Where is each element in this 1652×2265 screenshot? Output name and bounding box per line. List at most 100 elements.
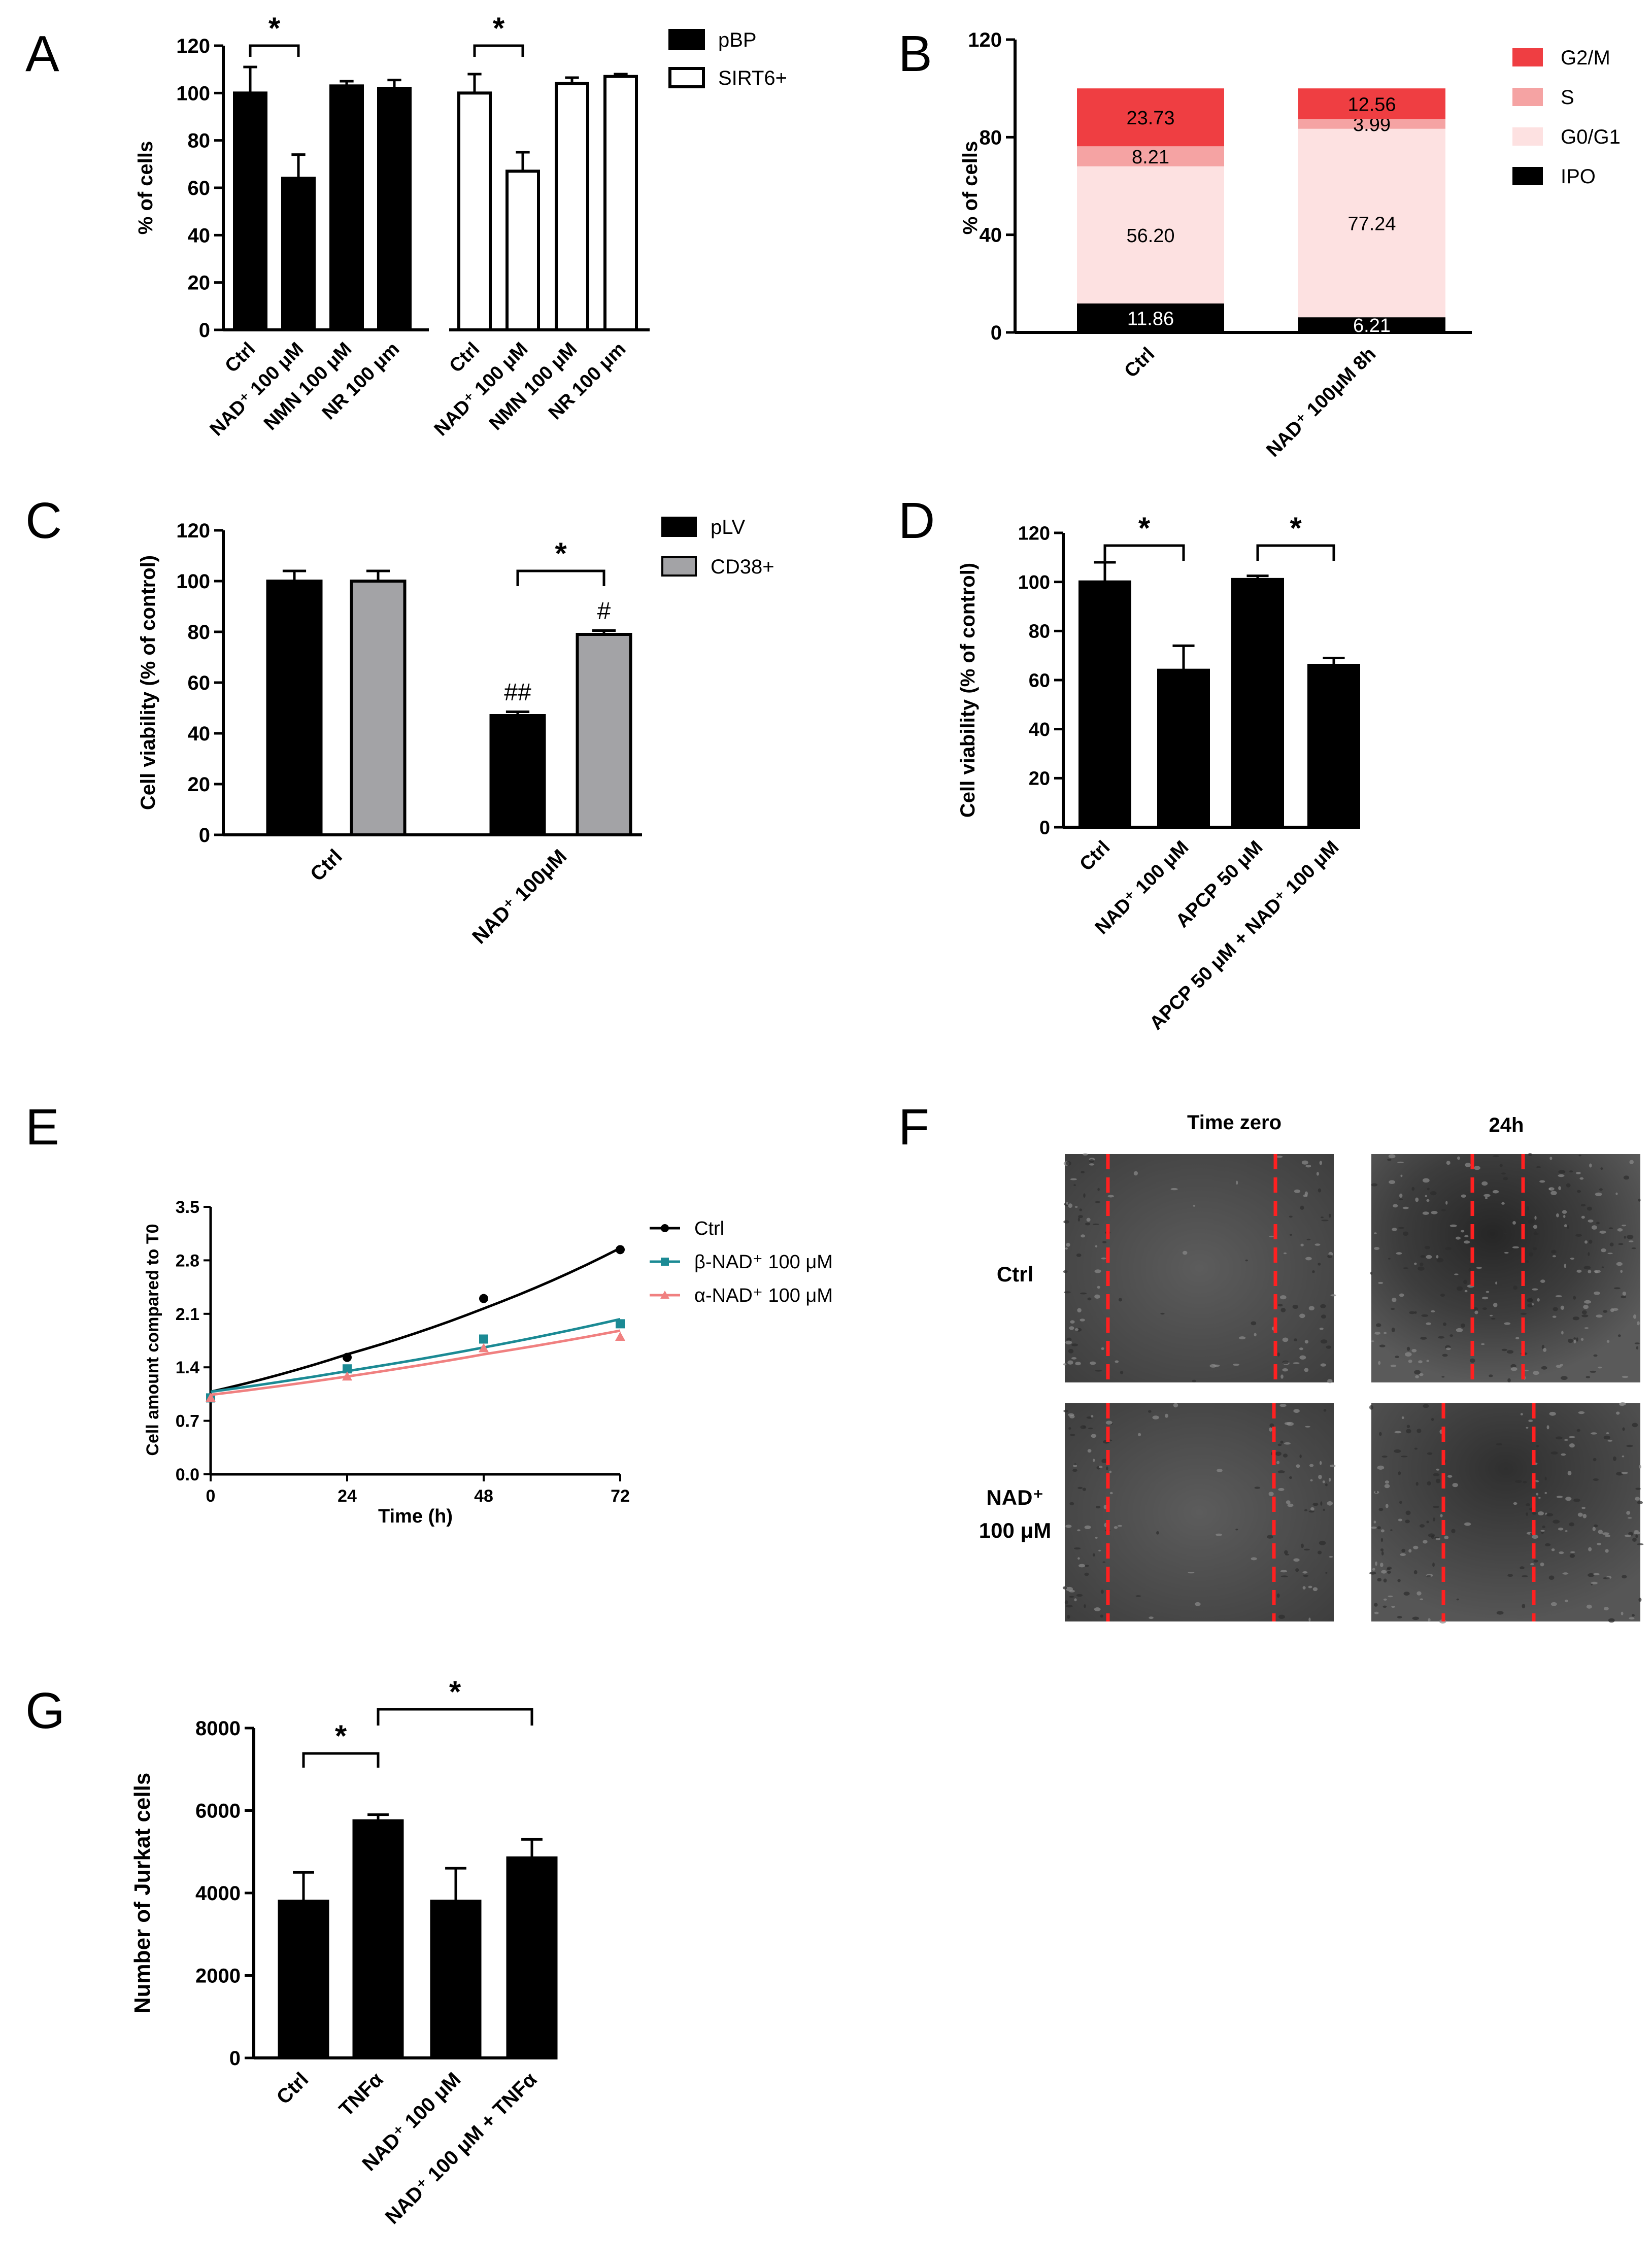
cell-speck	[1612, 1456, 1616, 1461]
cell-speck	[1392, 1298, 1397, 1302]
cell-speck	[1289, 1476, 1292, 1479]
cell-speck	[1235, 1529, 1238, 1531]
cell-speck	[1473, 1166, 1480, 1170]
cell-speck	[1071, 1343, 1078, 1346]
cell-speck	[1068, 1427, 1071, 1430]
data-point	[343, 1353, 352, 1362]
cell-speck	[1609, 1242, 1614, 1246]
cell-speck	[1541, 1366, 1547, 1370]
data-point	[479, 1294, 488, 1303]
cell-speck	[1095, 1537, 1098, 1539]
cell-speck	[1581, 1215, 1585, 1219]
cell-speck	[1254, 1486, 1261, 1489]
cell-speck	[1319, 1328, 1324, 1330]
cell-speck	[1464, 1235, 1469, 1237]
cell-speck	[1520, 1312, 1527, 1315]
y-tick-label: 80	[1029, 621, 1050, 643]
cell-speck	[1493, 1302, 1498, 1307]
cell-speck	[1406, 1346, 1410, 1351]
cell-speck	[1395, 1356, 1399, 1359]
cell-speck	[1067, 1360, 1073, 1365]
cell-speck	[1433, 1473, 1440, 1476]
cell-speck	[1069, 1502, 1074, 1506]
cell-speck	[1595, 1270, 1598, 1273]
significance-bracket	[473, 44, 524, 57]
cell-speck	[1507, 1350, 1513, 1354]
cell-speck	[1599, 1188, 1603, 1191]
bar	[1231, 578, 1284, 829]
cell-speck	[1304, 1368, 1309, 1372]
cell-speck	[1375, 1323, 1381, 1327]
cell-speck	[1371, 1340, 1374, 1342]
cell-speck	[1414, 1370, 1421, 1375]
cell-speck	[1413, 1570, 1418, 1575]
significance-star: *	[1138, 511, 1151, 545]
x-tick-label: NAD⁺ 100μM 8h	[1262, 344, 1380, 461]
cell-speck	[1542, 1525, 1545, 1529]
cell-speck	[1371, 1526, 1377, 1529]
micrograph-nad-24h	[1371, 1403, 1640, 1621]
cell-speck	[1377, 1465, 1385, 1470]
panel-g-chart: 0 2000 4000 6000 8000 Number of Jurkat cells C…	[130, 1675, 558, 2228]
cell-speck	[1097, 1286, 1100, 1289]
annotation-hash: #	[597, 598, 611, 625]
cell-speck	[1284, 1550, 1288, 1554]
cell-speck	[1303, 1548, 1310, 1551]
cell-speck	[1513, 1502, 1518, 1505]
cell-speck	[1411, 1187, 1415, 1191]
cell-speck	[1275, 1156, 1283, 1158]
data-point	[615, 1331, 625, 1341]
cell-speck	[1408, 1549, 1412, 1553]
cell-speck	[1072, 1469, 1077, 1472]
cell-speck	[1441, 1376, 1445, 1378]
cell-speck	[1617, 1228, 1623, 1232]
cell-speck	[1074, 1598, 1077, 1602]
y-tick-label: 100	[176, 82, 210, 105]
cell-speck	[1388, 1258, 1391, 1260]
cell-speck	[1397, 1161, 1404, 1163]
cell-speck	[1593, 1524, 1598, 1528]
cell-speck	[1392, 1228, 1397, 1231]
cell-speck	[1160, 1312, 1165, 1315]
segment-label: 8.21	[1132, 147, 1169, 168]
cell-speck	[1435, 1478, 1441, 1483]
cell-speck	[1461, 1194, 1466, 1198]
significance-bracket	[249, 44, 300, 57]
cell-speck	[1490, 1314, 1493, 1316]
cell-speck	[1550, 1191, 1557, 1195]
cell-speck	[1533, 1371, 1539, 1375]
cell-speck	[1329, 1477, 1331, 1482]
cell-speck	[1531, 1303, 1534, 1306]
cell-speck	[1378, 1508, 1384, 1511]
cell-speck	[1583, 1305, 1589, 1309]
y-tick-label: 4000	[195, 1882, 241, 1905]
cell-speck	[1435, 1538, 1441, 1540]
cell-speck	[1405, 1510, 1411, 1515]
cell-speck	[1558, 1186, 1561, 1191]
significance-star: *	[268, 11, 281, 45]
y-tick-label: 120	[176, 35, 210, 57]
row-label-nad: NAD⁺	[986, 1485, 1043, 1509]
cell-speck	[1379, 1432, 1382, 1436]
cell-speck	[1308, 1585, 1312, 1588]
cell-speck	[1526, 1427, 1529, 1429]
cell-speck	[1076, 1594, 1083, 1597]
micrograph-ctrl-24h	[1371, 1154, 1640, 1382]
cell-speck	[1101, 1347, 1104, 1350]
cell-speck	[1304, 1509, 1308, 1511]
cell-speck	[1069, 1326, 1074, 1330]
cell-speck	[1095, 1245, 1098, 1248]
cell-speck	[1074, 1547, 1081, 1550]
cell-speck	[1616, 1411, 1620, 1415]
cell-speck	[1624, 1534, 1632, 1537]
cell-speck	[1063, 1409, 1069, 1412]
cell-speck	[1086, 1218, 1091, 1222]
cell-speck	[1596, 1314, 1603, 1318]
panel-letter-f: F	[898, 1099, 929, 1156]
cell-speck	[1635, 1534, 1638, 1539]
cell-speck	[1581, 1314, 1589, 1317]
cell-speck	[1593, 1354, 1598, 1357]
cell-speck	[1456, 1236, 1461, 1240]
bar	[457, 91, 492, 331]
cell-speck	[1312, 1587, 1318, 1592]
